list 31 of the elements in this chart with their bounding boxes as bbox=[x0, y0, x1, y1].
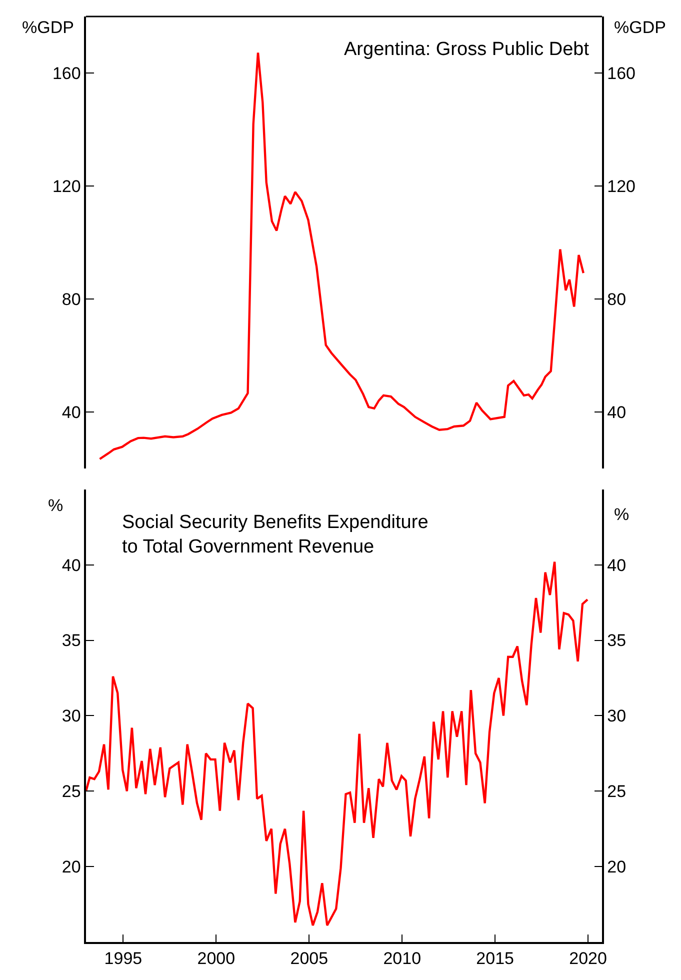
x-tick-label: 2015 bbox=[476, 949, 514, 968]
y-tick-label: 80 bbox=[62, 290, 81, 310]
y-tick-label: 20 bbox=[62, 858, 81, 877]
y-tick-label: 25 bbox=[62, 782, 81, 802]
y2-tick-label: 25 bbox=[607, 782, 626, 802]
x-tick-label: 1995 bbox=[104, 949, 142, 968]
x-tick-label: 2010 bbox=[383, 949, 422, 968]
line-series bbox=[86, 560, 589, 927]
x-tick-label: 2005 bbox=[290, 949, 328, 968]
y2-tick-label: 30 bbox=[607, 706, 626, 726]
text: Argentina: Gross Public Debt bbox=[344, 39, 590, 60]
y-axis-title: % bbox=[48, 496, 64, 515]
y2-tick-label: 20 bbox=[607, 858, 626, 877]
y-tick-label: 35 bbox=[62, 631, 81, 650]
x-tick-label: 2000 bbox=[197, 949, 236, 968]
y-tick-label: 30 bbox=[62, 706, 81, 726]
y2-tick-label: 160 bbox=[607, 64, 636, 83]
y-tick-label: 40 bbox=[62, 556, 81, 575]
y-tick-label: 160 bbox=[52, 64, 81, 83]
y2-tick-label: 35 bbox=[607, 631, 626, 650]
y2-tick-label: 40 bbox=[607, 403, 626, 422]
y2-tick-label: 120 bbox=[607, 176, 636, 196]
y2-axis-title: %GDP bbox=[614, 18, 666, 37]
y-tick-label: 120 bbox=[52, 176, 81, 196]
text: Social Security Benefits Expenditure to Total Government Revenue bbox=[122, 512, 428, 558]
x-tick-label: 2020 bbox=[569, 949, 607, 968]
y-axis-title: %GDP bbox=[22, 18, 74, 37]
y2-tick-label: 80 bbox=[607, 290, 626, 310]
y2-axis-title: % bbox=[614, 505, 630, 524]
y2-tick-label: 40 bbox=[607, 556, 626, 575]
y-tick-label: 40 bbox=[62, 403, 81, 422]
